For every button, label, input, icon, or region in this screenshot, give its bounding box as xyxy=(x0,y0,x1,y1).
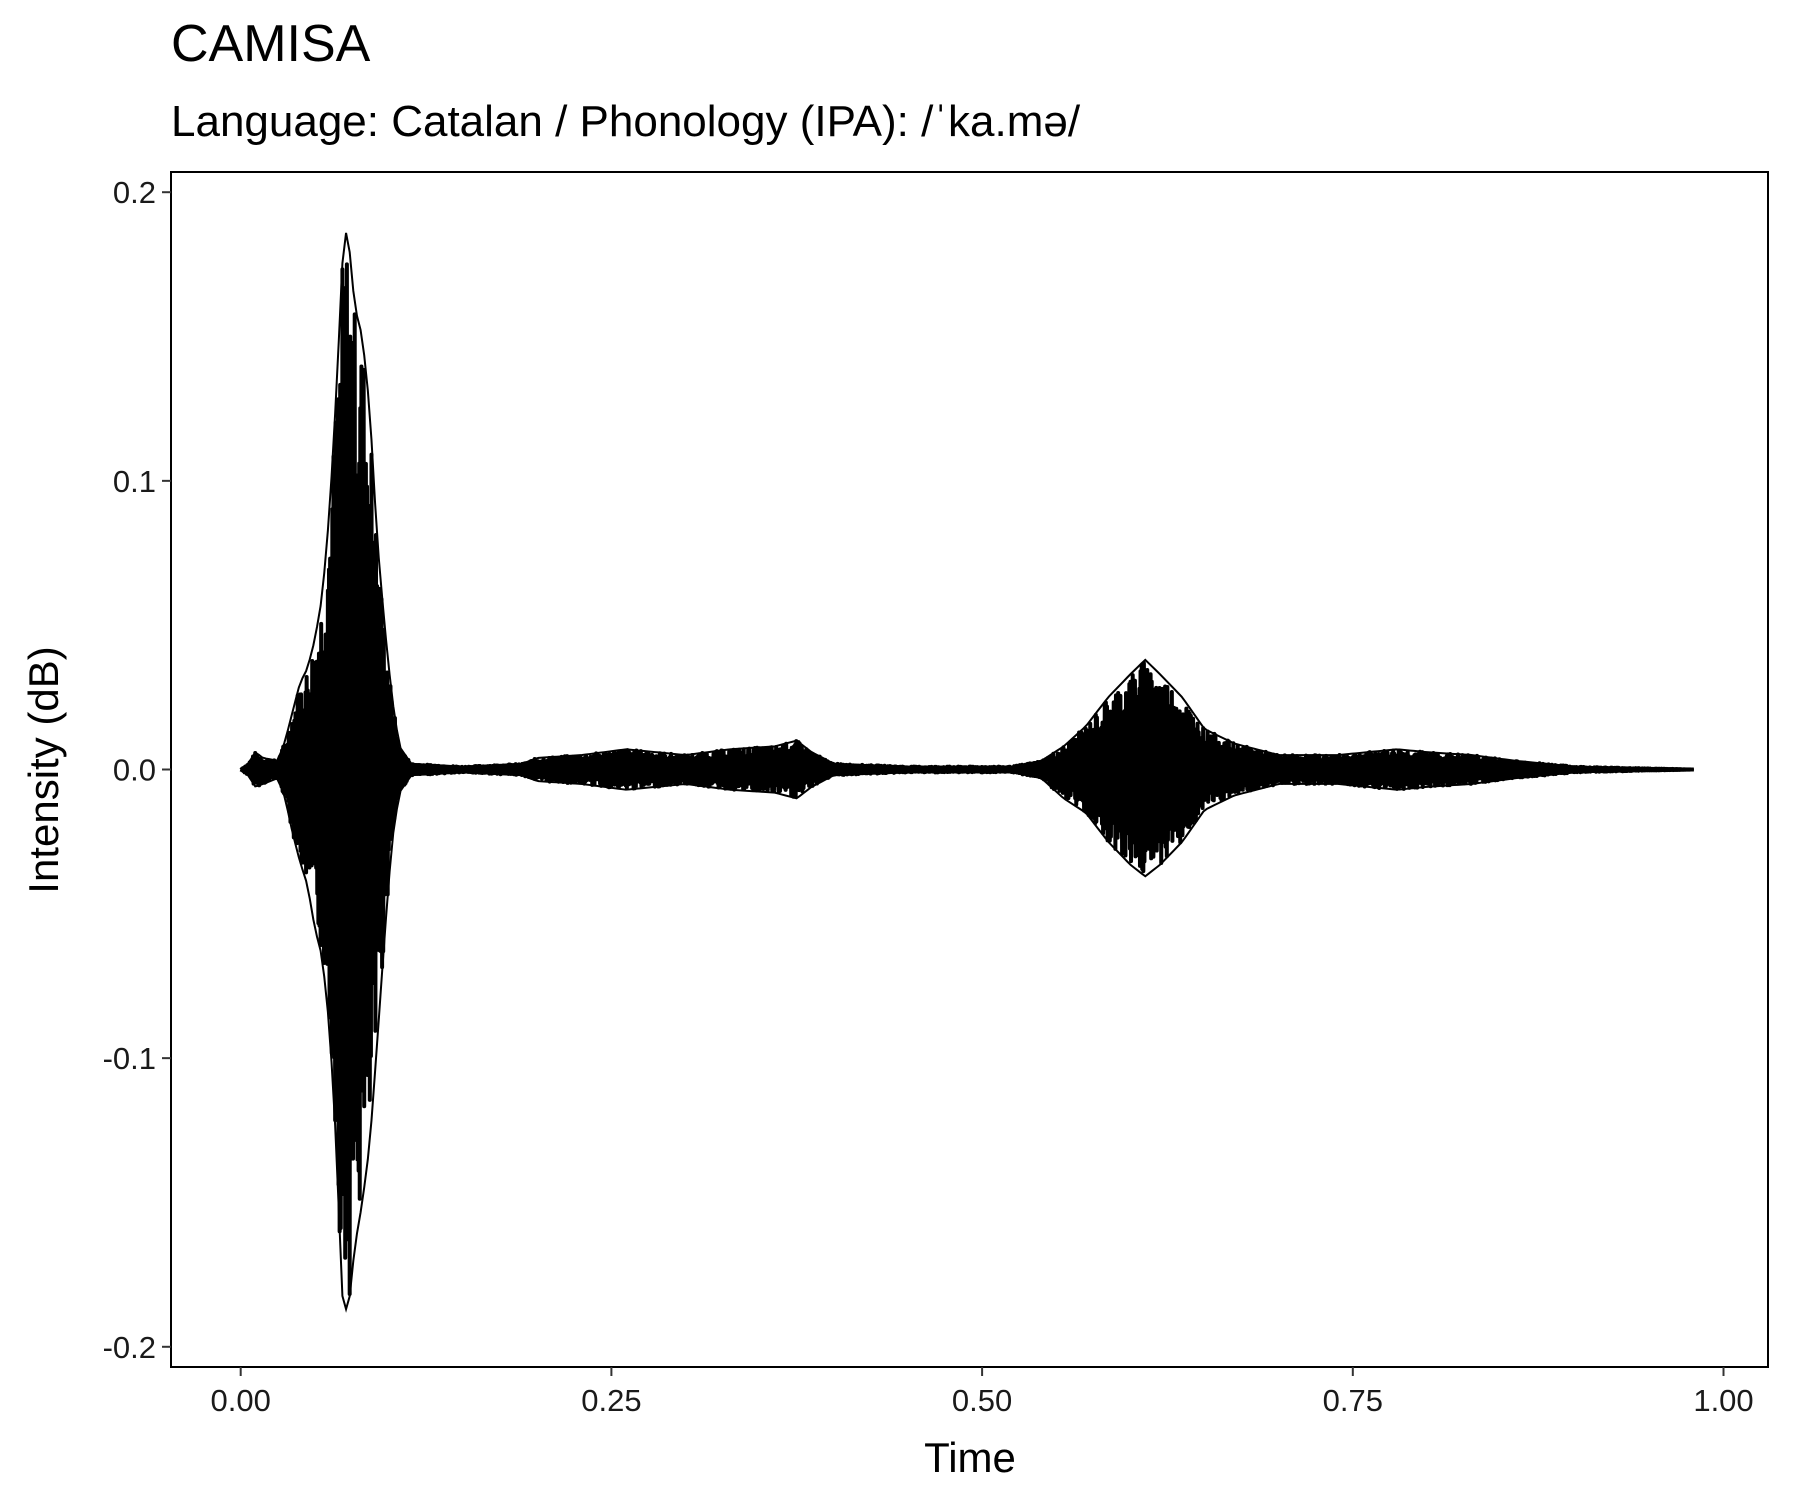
waveform-lower-envelope xyxy=(240,768,1694,1313)
x-tick-label: 0.25 xyxy=(581,1383,641,1418)
y-axis-title: Intensity (dB) xyxy=(20,646,67,893)
x-tick-label: 0.75 xyxy=(1323,1383,1383,1418)
chart-title: CAMISA xyxy=(171,15,371,73)
x-tick-label: 1.00 xyxy=(1693,1383,1753,1418)
waveform-series xyxy=(239,232,1696,1313)
y-axis: 0.2 0.1 0.0 -0.1 -0.2 xyxy=(103,175,171,1365)
x-tick-label: 0.00 xyxy=(211,1383,271,1418)
x-tick-label: 0.50 xyxy=(952,1383,1012,1418)
y-tick-label: 0.0 xyxy=(113,753,156,788)
y-tick-label: -0.2 xyxy=(103,1330,156,1365)
x-axis: 0.00 0.25 0.50 0.75 1.00 xyxy=(211,1367,1754,1418)
y-tick-label: 0.2 xyxy=(113,175,156,210)
y-tick-label: 0.1 xyxy=(113,464,156,499)
y-tick-label: -0.1 xyxy=(103,1041,156,1076)
x-axis-title: Time xyxy=(924,1434,1016,1481)
waveform-upper-envelope xyxy=(240,232,1694,771)
waveform-line xyxy=(239,262,1696,1297)
chart-subtitle: Language: Catalan / Phonology (IPA): /ˈk… xyxy=(171,97,1081,146)
